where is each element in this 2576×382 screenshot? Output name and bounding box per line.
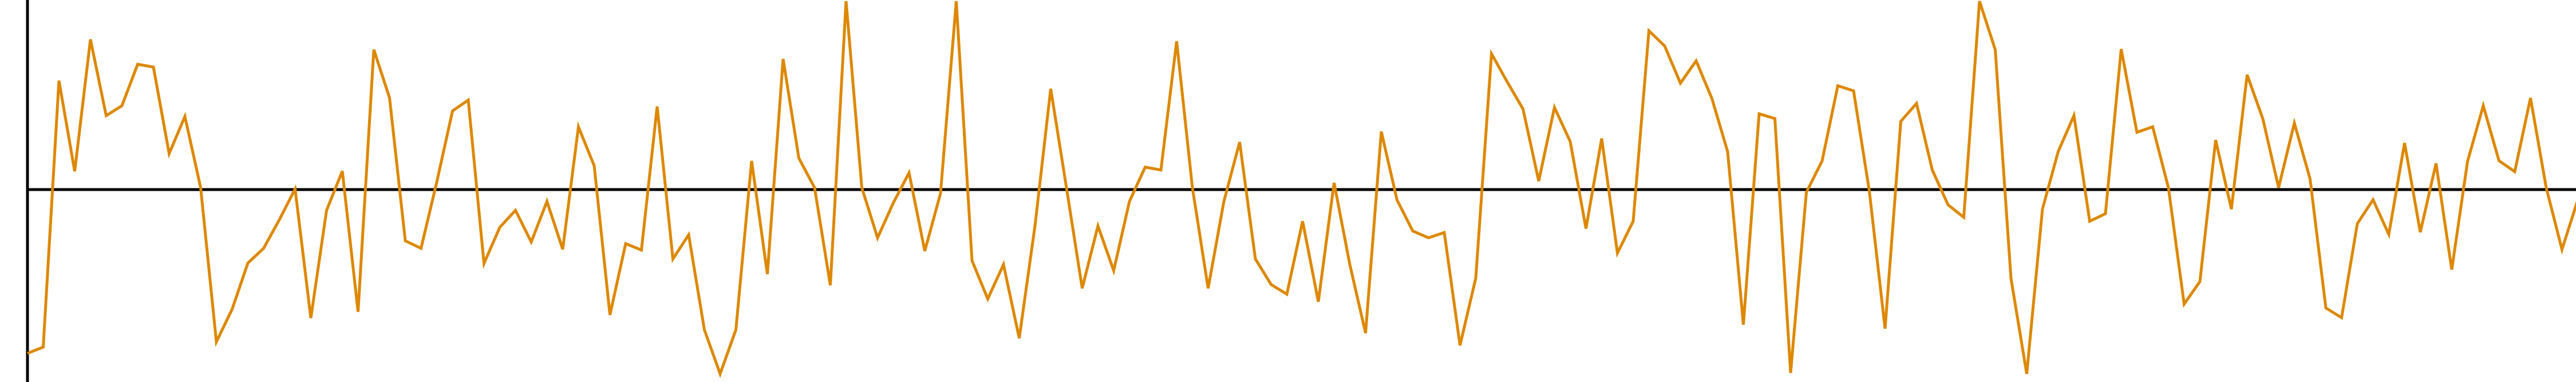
series-line-0: [27, 1, 2576, 379]
axes: [26, 0, 2576, 382]
series-layer: [27, 1, 2576, 379]
